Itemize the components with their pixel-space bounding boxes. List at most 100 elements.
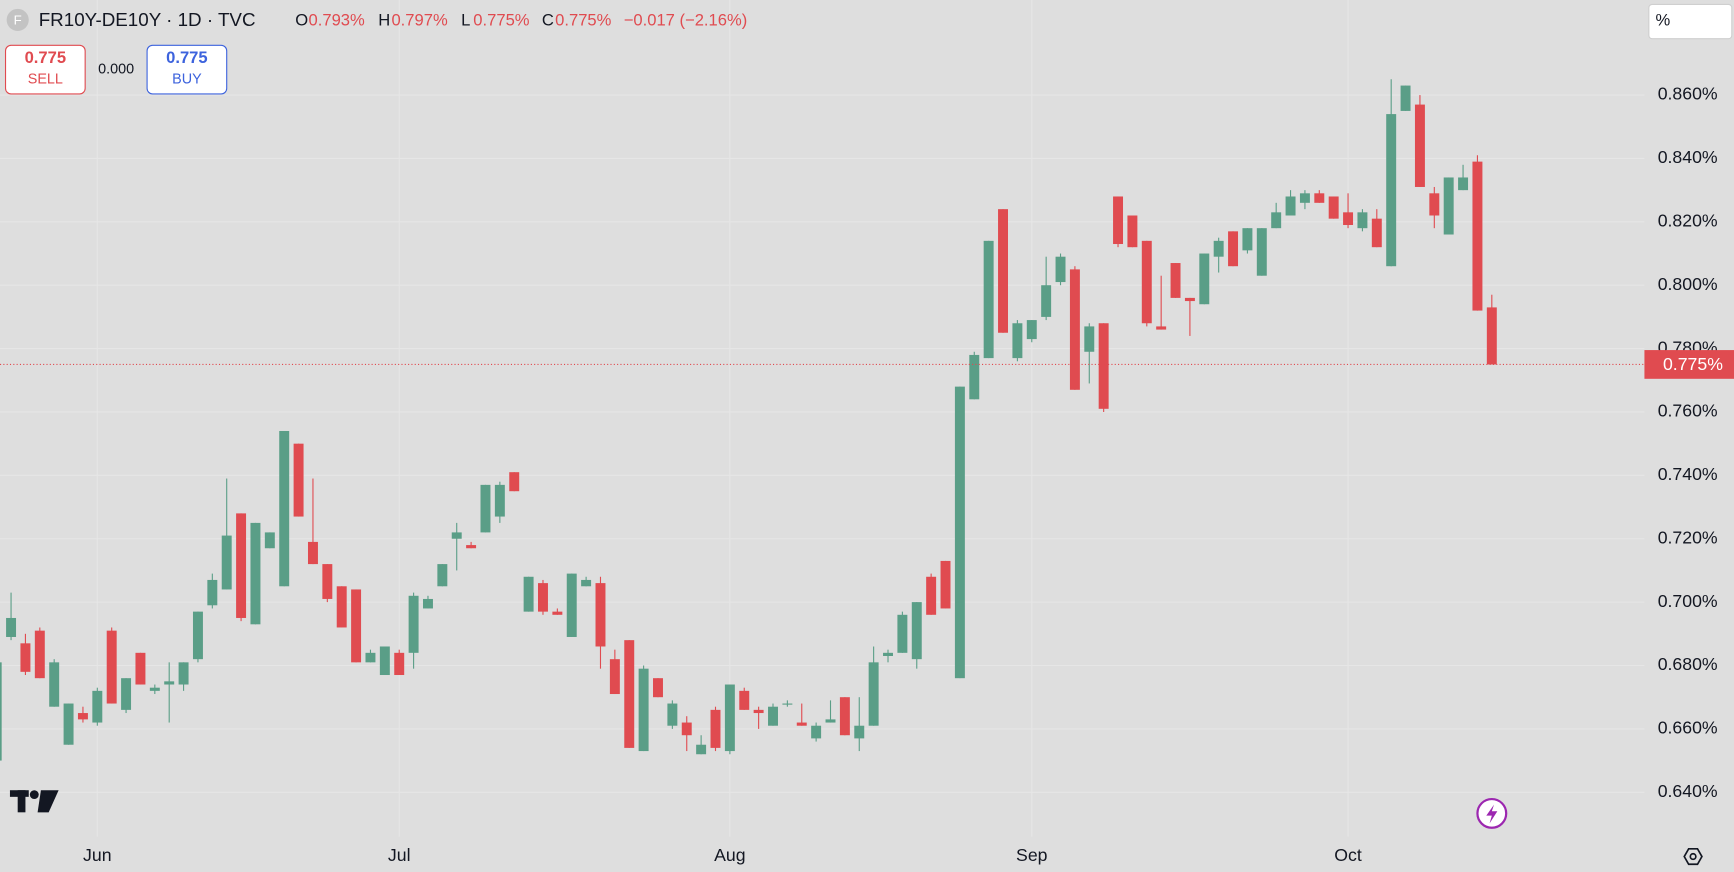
sell-price[interactable]: 0.775: [25, 48, 67, 67]
candle-body: [351, 589, 362, 663]
candle-body: [494, 484, 505, 517]
y-tick-label: 0.720%: [1658, 527, 1718, 547]
candle-body: [911, 602, 922, 660]
candle-body: [969, 354, 980, 400]
candle-body: [221, 535, 232, 590]
candle-body: [566, 573, 577, 637]
candle-body: [106, 630, 117, 704]
candle-body: [595, 583, 606, 647]
flash-button[interactable]: [1476, 797, 1508, 829]
y-tick-label: 0.680%: [1658, 654, 1718, 674]
candle-body: [307, 541, 318, 565]
candle-body: [466, 545, 477, 549]
candle-body: [1371, 218, 1382, 248]
ohlc-key: O: [295, 10, 308, 29]
candle-body: [624, 640, 635, 748]
candle-body: [1184, 297, 1195, 302]
candle-body: [1256, 228, 1267, 276]
candle-body: [768, 706, 778, 726]
unit-label[interactable]: %: [1655, 10, 1670, 29]
candle-body: [1127, 215, 1138, 248]
candle-body: [236, 513, 247, 618]
settings-button[interactable]: [1683, 847, 1703, 866]
candle-body: [739, 690, 750, 710]
candle-body: [279, 430, 290, 587]
candle-body: [149, 687, 160, 691]
x-tick-label: Sep: [1016, 845, 1048, 865]
buy-button[interactable]: [146, 44, 228, 95]
x-tick-label: Oct: [1334, 845, 1362, 865]
candle-body: [77, 713, 88, 720]
grid: [0, 0, 1644, 837]
candle-body: [451, 532, 462, 539]
ohlc-value: 0.775%: [473, 10, 530, 29]
overlay: 0.640% 0.660% 0.680% 0.700% 0.720% 0.740% 0.76…: [0, 84, 1734, 865]
y-tick-label: 0.860%: [1658, 84, 1718, 104]
candle-body: [293, 443, 304, 517]
candle-body: [1314, 193, 1325, 203]
symbol-icon: [6, 8, 29, 31]
candle-body: [696, 744, 707, 755]
change: −0.017 (−2.16%): [624, 10, 748, 29]
candle-body: [20, 643, 31, 672]
y-tick-label: 0.660%: [1658, 718, 1718, 738]
candle-body: [164, 681, 175, 685]
y-tick-label: 0.840%: [1658, 147, 1718, 167]
y-tick-label: 0.640%: [1658, 781, 1718, 801]
candle-body: [1012, 323, 1023, 359]
candle-body: [1458, 177, 1469, 191]
candle-body: [954, 386, 965, 679]
candle-body: [811, 725, 822, 739]
x-tick-label: Aug: [714, 845, 745, 865]
candle-body: [49, 662, 60, 707]
candle-body: [710, 709, 721, 748]
candles: [0, 79, 1497, 761]
candle-body: [408, 595, 419, 653]
candle-body: [1055, 256, 1066, 283]
sell-button[interactable]: [4, 44, 86, 95]
y-tick-label: 0.820%: [1658, 211, 1718, 231]
candle-body: [552, 611, 563, 615]
ohlc-value: 0.797%: [391, 10, 448, 29]
candle-body: [681, 722, 692, 736]
last-price-box: [1644, 350, 1734, 379]
candle-body: [523, 576, 534, 612]
buy-price[interactable]: 0.775: [166, 48, 208, 67]
candle-body: [422, 598, 433, 609]
sell-label[interactable]: SELL: [28, 71, 63, 87]
y-tick-label: 0.800%: [1658, 274, 1718, 294]
candle-body: [1357, 212, 1368, 229]
candle-body: [379, 646, 390, 676]
symbol-title: FR10Y-DE10Y · 1D · TVC: [39, 9, 256, 30]
candle-body: [1084, 326, 1095, 352]
candle-body: [753, 709, 764, 714]
candle-body: [394, 652, 405, 676]
candle-body: [480, 484, 491, 533]
candle-body: [1213, 240, 1224, 257]
candle-body: [868, 662, 879, 726]
candle-body: [926, 576, 937, 615]
candle-body: [1328, 196, 1339, 219]
buy-label[interactable]: BUY: [172, 71, 202, 87]
candle-body: [1098, 323, 1109, 409]
candle-body: [782, 703, 793, 705]
candle-body: [1486, 307, 1497, 365]
candle-body: [63, 703, 74, 745]
candle-body: [854, 725, 865, 739]
candle-body: [897, 614, 908, 653]
candle-body: [839, 697, 850, 736]
candle-body: [1170, 263, 1181, 298]
candle-body: [1299, 193, 1310, 203]
candle-body: [121, 678, 132, 710]
candle-body: [178, 662, 189, 685]
candle-body: [998, 209, 1008, 333]
candle-body: [264, 532, 275, 549]
candle-body: [1069, 269, 1080, 390]
candle-body: [509, 472, 520, 492]
y-tick-label: 0.700%: [1658, 591, 1718, 611]
y-tick-label: 0.740%: [1658, 464, 1718, 484]
unit-button[interactable]: [1648, 3, 1733, 40]
candle-body: [1041, 285, 1052, 317]
